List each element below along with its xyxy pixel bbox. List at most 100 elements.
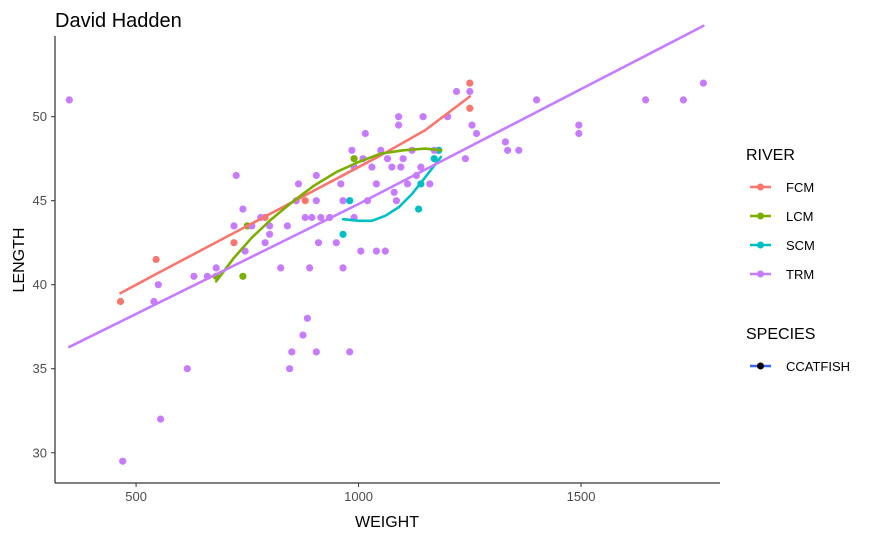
data-point-fcm xyxy=(301,197,309,205)
legend-key-point-lcm xyxy=(757,212,764,220)
data-point-trm xyxy=(294,180,303,188)
data-point-trm xyxy=(501,138,509,146)
data-point-fcm xyxy=(116,297,125,306)
y-tick-label: 40 xyxy=(33,277,47,292)
data-point-scm xyxy=(415,205,423,213)
data-point-trm xyxy=(288,348,296,356)
legend-title-river: RIVER xyxy=(746,147,795,164)
data-point-trm xyxy=(154,281,162,289)
data-point-trm xyxy=(390,188,398,196)
data-point-trm xyxy=(312,197,320,205)
data-point-trm xyxy=(575,121,583,129)
data-point-trm xyxy=(395,113,403,121)
data-point-trm xyxy=(119,457,127,465)
x-axis-ticks: 500 1000 1500 xyxy=(125,483,596,504)
data-point-lcm xyxy=(350,155,358,163)
legend-item-trm: TRM xyxy=(750,267,814,282)
y-tick-label: 45 xyxy=(33,193,47,208)
fit-line-scm xyxy=(341,155,443,223)
x-tick-label: 1000 xyxy=(344,489,373,504)
data-point-lcm xyxy=(239,272,247,280)
data-point-trm xyxy=(314,239,323,247)
chart-title: David Hadden xyxy=(55,10,182,32)
data-point-scm xyxy=(430,155,438,163)
x-axis-title: WEIGHT xyxy=(355,514,419,531)
data-point-trm xyxy=(312,171,320,180)
x-tick-label: 1500 xyxy=(567,489,596,504)
data-point-trm xyxy=(337,180,345,188)
data-point-trm xyxy=(190,272,198,280)
y-tick-label: 50 xyxy=(33,109,47,124)
data-point-trm xyxy=(504,146,512,154)
data-point-trm xyxy=(361,129,369,138)
legend-title-species: SPECIES xyxy=(746,326,815,343)
data-point-trm xyxy=(642,96,650,104)
data-point-trm xyxy=(303,314,311,322)
legend-label-scm: SCM xyxy=(786,238,815,253)
data-point-trm xyxy=(461,155,469,163)
data-point-trm xyxy=(317,213,325,222)
data-point-trm xyxy=(533,96,541,104)
legend-item-lcm: LCM xyxy=(750,209,813,224)
data-point-trm xyxy=(368,163,376,171)
data-point-trm xyxy=(183,365,191,373)
data-point-trm xyxy=(230,222,238,230)
data-point-trm xyxy=(699,79,708,87)
legend-label-fcm: FCM xyxy=(786,180,814,195)
data-point-trm xyxy=(299,331,307,339)
data-point-trm xyxy=(372,180,380,188)
data-point-trm xyxy=(283,222,291,230)
data-point-trm xyxy=(332,239,340,247)
data-point-trm xyxy=(266,230,274,238)
y-tick-label: 30 xyxy=(33,445,47,460)
y-axis-ticks: 30 35 40 45 50 xyxy=(33,109,55,460)
data-point-trm xyxy=(312,348,320,356)
data-point-trm xyxy=(381,247,389,255)
data-point-trm xyxy=(261,239,269,247)
series-points-fcm xyxy=(116,79,474,306)
data-point-trm xyxy=(357,247,365,255)
fit-line-fcm xyxy=(119,95,472,295)
legend-item-ccatfish: CCATFISH xyxy=(750,359,850,374)
data-point-trm xyxy=(397,163,405,171)
data-point-trm xyxy=(395,121,403,129)
data-point-scm xyxy=(346,197,354,205)
data-point-trm xyxy=(232,171,240,180)
legend-key-point-fcm xyxy=(757,183,764,191)
data-point-trm xyxy=(301,213,309,222)
data-point-trm xyxy=(466,87,474,96)
data-point-trm xyxy=(306,264,314,272)
data-point-fcm xyxy=(152,255,160,264)
data-point-trm xyxy=(575,129,583,138)
data-point-trm xyxy=(419,113,427,121)
plot-area xyxy=(65,24,708,465)
data-point-fcm xyxy=(466,79,474,87)
data-point-trm xyxy=(348,146,356,154)
data-point-trm xyxy=(417,163,425,171)
legend-label-trm: TRM xyxy=(786,267,814,282)
data-point-trm xyxy=(392,197,400,205)
data-point-trm xyxy=(383,155,392,163)
data-point-trm xyxy=(239,205,247,213)
data-point-trm xyxy=(339,264,347,272)
data-point-trm xyxy=(277,264,285,272)
data-point-trm xyxy=(241,247,249,255)
fit-line-trm xyxy=(68,24,705,349)
data-point-trm xyxy=(679,96,688,104)
fit-line-lcm xyxy=(214,147,443,283)
y-axis-title: LENGTH xyxy=(11,228,28,293)
data-point-trm xyxy=(65,96,73,104)
data-point-trm xyxy=(339,197,347,205)
legend-key-point-ccatfish xyxy=(757,362,764,370)
data-point-trm xyxy=(308,213,316,222)
legend-label-lcm: LCM xyxy=(786,209,813,224)
data-point-trm xyxy=(403,180,412,188)
data-point-fcm xyxy=(230,239,238,247)
data-point-scm xyxy=(339,230,347,238)
legend-label-ccatfish: CCATFISH xyxy=(786,359,850,374)
data-point-trm xyxy=(426,180,434,188)
legend-key-point-scm xyxy=(757,241,764,249)
fit-lines-layer xyxy=(68,24,705,349)
data-point-trm xyxy=(212,264,220,272)
